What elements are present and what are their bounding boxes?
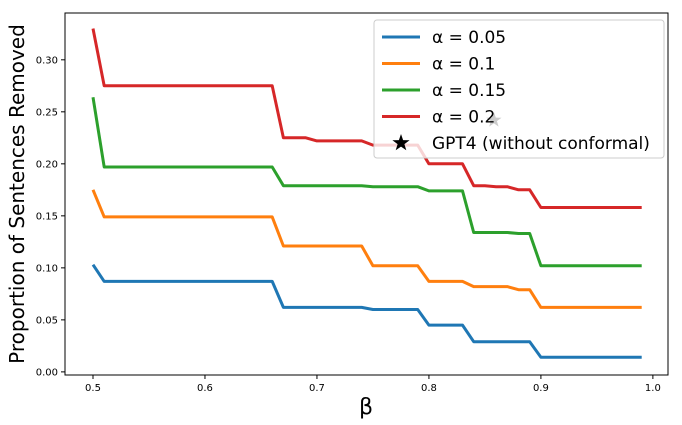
x-tick-label: 1.0 (645, 383, 661, 394)
x-tick-label: 0.8 (421, 383, 437, 394)
y-tick-label: 0.20 (36, 159, 58, 170)
legend-star-icon (392, 134, 410, 151)
series-line-1 (91, 189, 642, 309)
x-tick-label: 0.6 (197, 383, 213, 394)
legend: α = 0.05 α = 0.1 α = 0.15 α = 0.2 GPT4 (with… (373, 19, 665, 159)
y-tick-label: 0.05 (36, 315, 58, 326)
legend-label: GPT4 (without conformal) (432, 134, 650, 154)
y-tick-label: 0.15 (36, 211, 58, 222)
x-tick-label: 0.9 (533, 383, 549, 394)
legend-label: α = 0.15 (432, 81, 506, 101)
y-tick-label: 0.25 (36, 107, 58, 118)
y-tick-label: 0.10 (36, 263, 58, 274)
y-axis-label: Proportion of Sentences Removed (5, 24, 29, 364)
y-tick-label: 0.00 (36, 367, 58, 378)
plot-frame (64, 12, 669, 376)
series-line-3 (91, 28, 642, 209)
legend-label: α = 0.2 (432, 108, 495, 128)
series-line-2 (91, 97, 642, 268)
y-tick-label: 0.30 (36, 55, 58, 66)
legend-label: α = 0.05 (432, 28, 506, 48)
x-tick-label: 0.7 (309, 383, 325, 394)
legend-label: α = 0.1 (432, 55, 495, 75)
series-line-0 (91, 263, 642, 359)
x-tick-label: 0.5 (85, 383, 101, 394)
x-axis-label: β (359, 395, 373, 420)
